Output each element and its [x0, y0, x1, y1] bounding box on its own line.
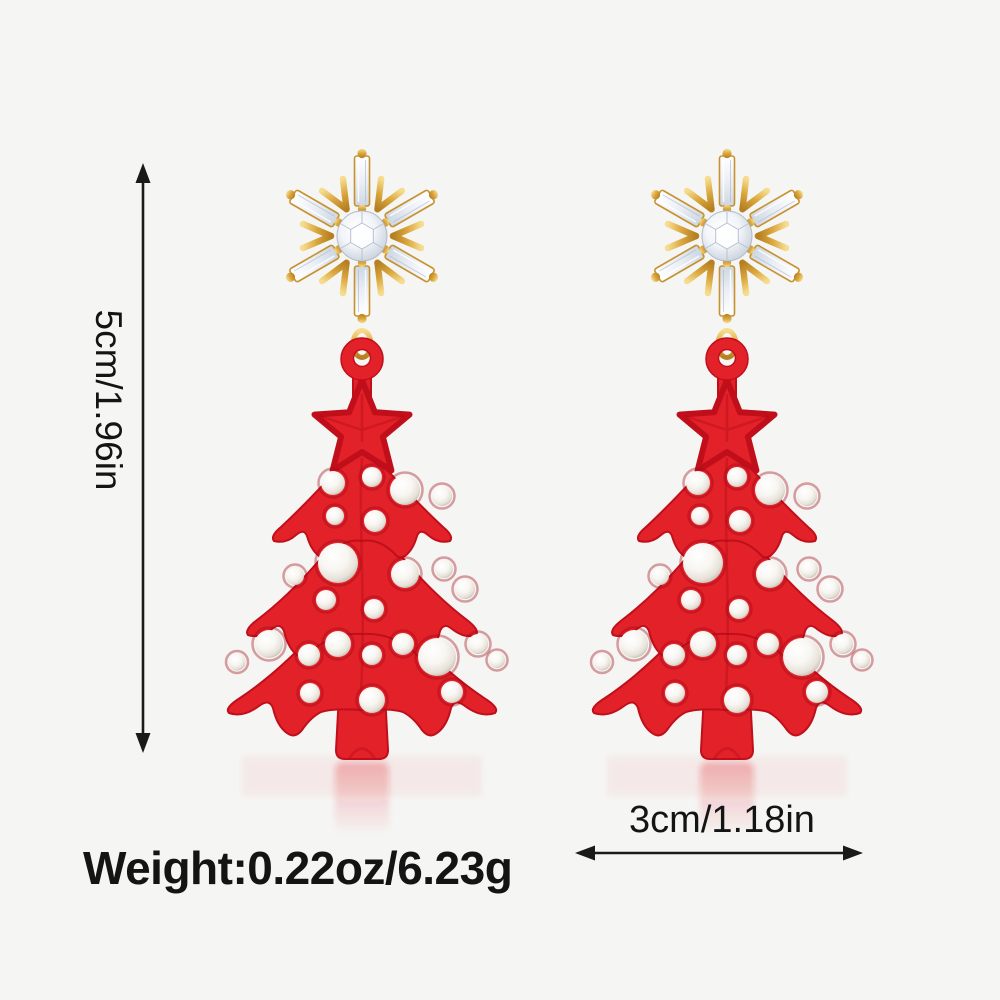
- height-dimension-line: [135, 163, 151, 753]
- weight-label: Weight:0.22oz/6.23g: [83, 842, 513, 894]
- width-dimension-label: 3cm/1.18in: [629, 799, 815, 841]
- earring-right: [572, 148, 882, 868]
- arrow-down-icon: [135, 733, 151, 753]
- height-dimension-label: 5cm/1.96in: [88, 309, 129, 491]
- earring-left: [207, 148, 517, 868]
- arrow-up-icon: [135, 163, 151, 183]
